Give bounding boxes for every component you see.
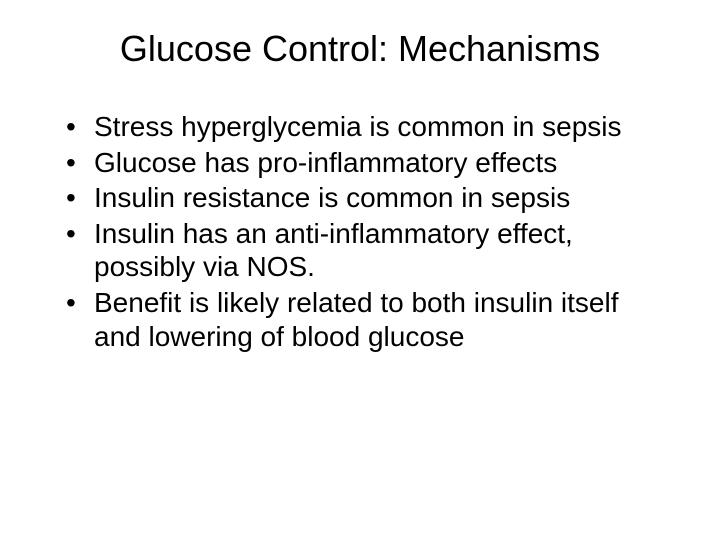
list-item: Glucose has pro-inflammatory effects <box>66 146 672 180</box>
bullet-list: Stress hyperglycemia is common in sepsis… <box>48 110 672 353</box>
slide-title: Glucose Control: Mechanisms <box>48 28 672 70</box>
list-item: Insulin resistance is common in sepsis <box>66 181 672 215</box>
list-item: Insulin has an anti-inflammatory effect,… <box>66 217 672 284</box>
list-item: Benefit is likely related to both insuli… <box>66 286 672 353</box>
list-item: Stress hyperglycemia is common in sepsis <box>66 110 672 144</box>
